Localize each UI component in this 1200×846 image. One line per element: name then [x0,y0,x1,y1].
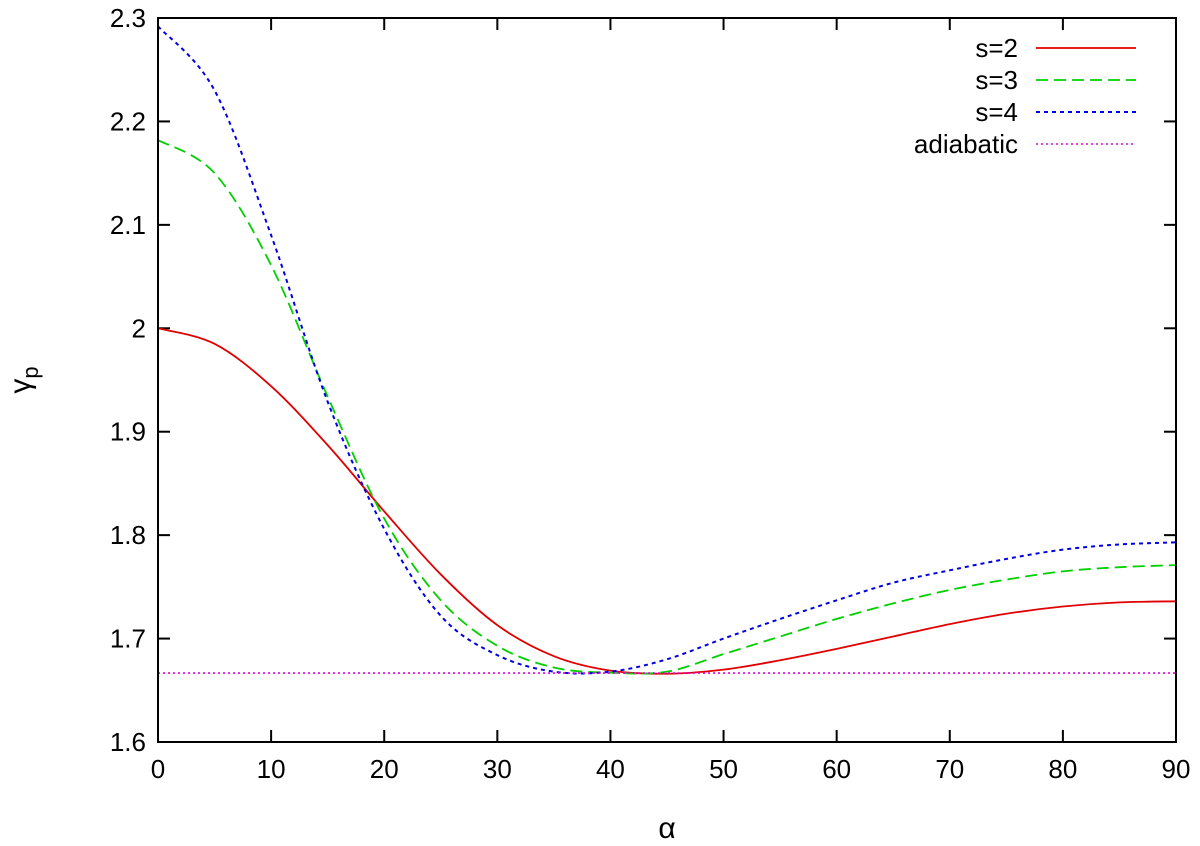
y-tick-label: 1.9 [110,417,146,447]
y-tick-label: 1.8 [110,520,146,550]
y-axis-label-subscript: p [18,366,43,378]
y-axis-label-main: γ [4,379,37,394]
y-tick-label: 2 [132,313,146,343]
x-tick-label: 10 [257,754,286,784]
x-axis-label: α [658,812,675,845]
y-tick-label: 2.3 [110,3,146,33]
x-tick-label: 40 [596,754,625,784]
y-axis-label: γp [4,366,43,393]
x-tick-label: 20 [370,754,399,784]
y-tick-label: 2.1 [110,210,146,240]
legend-label: s=4 [975,97,1018,127]
series-line-s-4 [157,25,1177,675]
x-tick-label: 30 [483,754,512,784]
legend-label: s=3 [975,65,1018,95]
series-layer [157,25,1177,675]
x-tick-label: 50 [709,754,738,784]
x-tick-label: 60 [822,754,851,784]
series-line-s-2 [157,327,1177,675]
x-tick-label: 70 [935,754,964,784]
legend-label: s=2 [975,33,1018,63]
y-tick-label: 2.2 [110,106,146,136]
axis-ticks [157,17,1177,743]
x-tick-label: 0 [151,754,165,784]
x-tick-label: 90 [1162,754,1191,784]
series-line-s-3 [157,139,1177,675]
y-tick-label: 1.6 [110,727,146,757]
x-tick-label: 80 [1048,754,1077,784]
legend-label: adiabatic [914,129,1018,159]
y-tick-label: 1.7 [110,624,146,654]
tick-labels: 0 10 20 30 40 50 60 70 80 90 1.6 1.7 1.8 1.9 2 2.1 2.2 2.… [110,3,1191,784]
plot-frame [157,17,1177,743]
